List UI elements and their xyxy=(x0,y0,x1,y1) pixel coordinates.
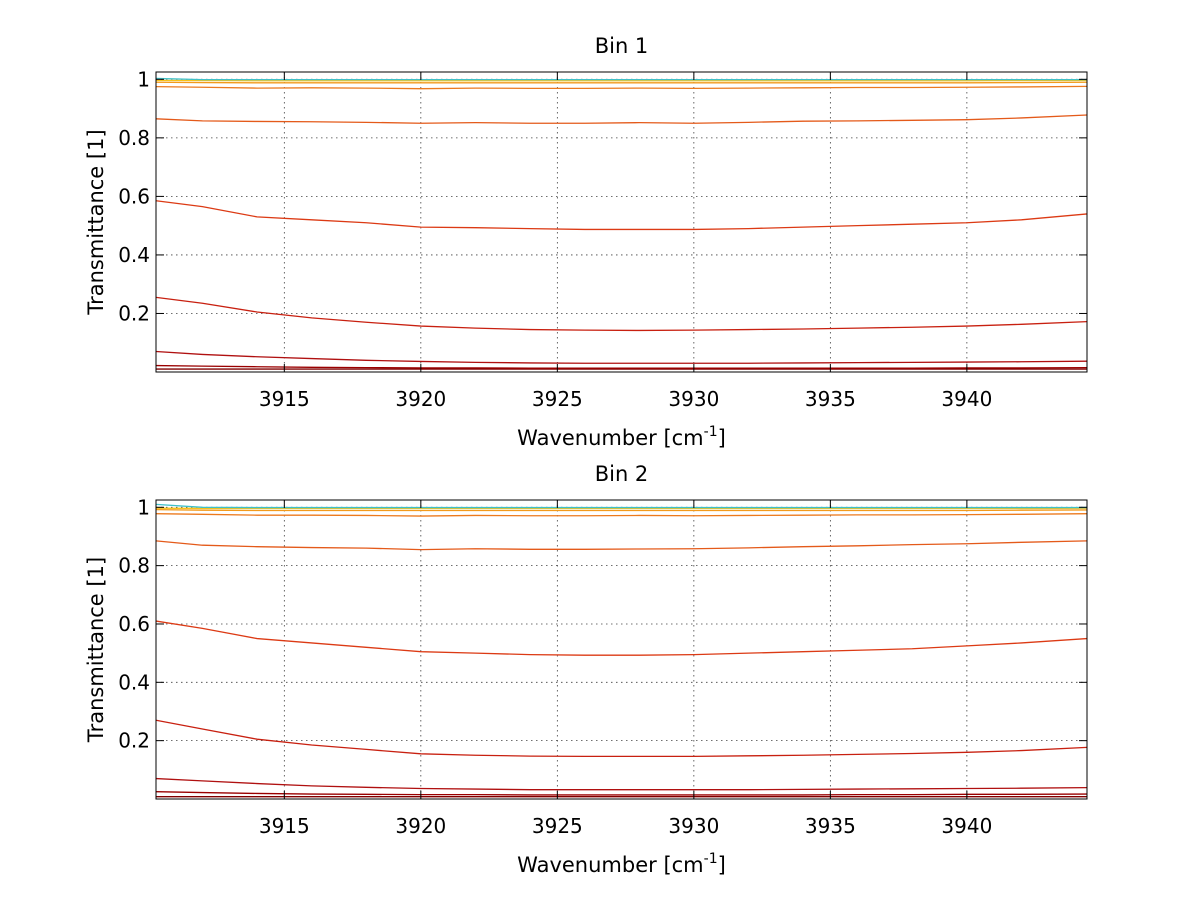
x-tick-label: 3935 xyxy=(805,387,856,411)
chart-title: Bin 2 xyxy=(595,462,649,486)
y-tick-label: 0.4 xyxy=(118,670,150,694)
y-tick-label: 0.6 xyxy=(118,184,150,208)
x-tick-label: 3935 xyxy=(805,814,856,838)
chart-1: 3915 3920 3925 3930 3935 3940 0.2 0.4 0.6 0.8 1 Bin… xyxy=(84,34,1087,450)
y-axis-label: Transmittance [1] xyxy=(84,129,108,315)
y-tick-label: 0.8 xyxy=(118,554,150,578)
y-tick-label: 1 xyxy=(137,495,150,519)
x-tick-label: 3930 xyxy=(668,814,719,838)
y-tick-label: 1 xyxy=(137,67,150,91)
x-axis-label: Wavenumber [cm-1] xyxy=(517,424,726,450)
x-tick-label: 3915 xyxy=(259,387,310,411)
x-tick-label: 3915 xyxy=(259,814,310,838)
chart-2: 3915 3920 3925 3930 3935 3940 0.2 0.4 0.6 0.8 1 Bin… xyxy=(84,462,1087,877)
x-tick-label: 3930 xyxy=(668,387,719,411)
series-line-8 xyxy=(156,82,1087,83)
y-tick-label: 0.4 xyxy=(118,243,150,267)
x-tick-label: 3920 xyxy=(395,387,446,411)
plot-area xyxy=(156,500,1087,799)
y-tick-label: 0.2 xyxy=(118,729,150,753)
y-tick-label: 0.6 xyxy=(118,612,150,636)
chart-title: Bin 1 xyxy=(595,34,649,58)
x-tick-label: 3940 xyxy=(941,814,992,838)
y-axis-label: Transmittance [1] xyxy=(84,557,108,743)
x-tick-label: 3925 xyxy=(532,814,583,838)
x-tick-label: 3940 xyxy=(941,387,992,411)
x-tick-label: 3925 xyxy=(532,387,583,411)
x-axis-label: Wavenumber [cm-1] xyxy=(517,851,726,877)
x-tick-label: 3920 xyxy=(395,814,446,838)
y-tick-label: 0.8 xyxy=(118,126,150,150)
y-tick-label: 0.2 xyxy=(118,301,150,325)
